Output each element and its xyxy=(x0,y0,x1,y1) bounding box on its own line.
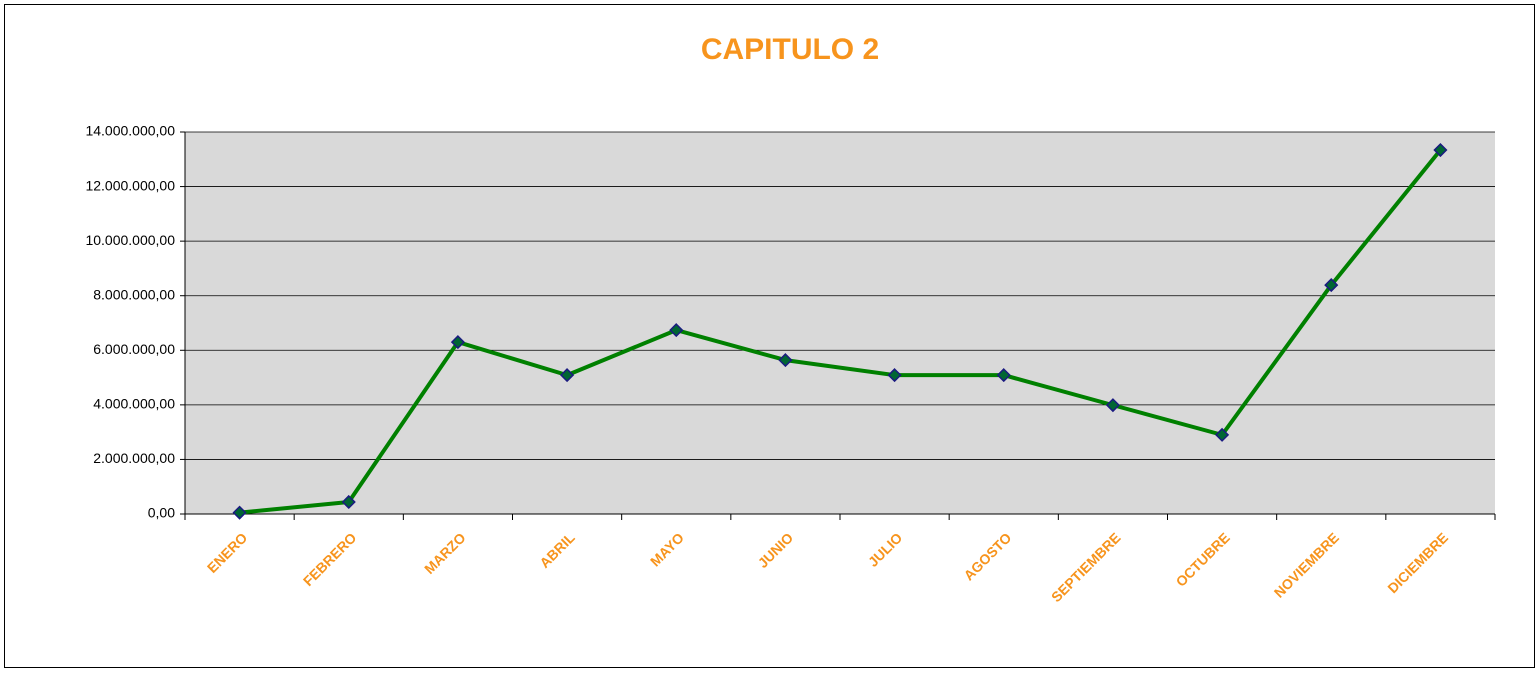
y-tick-label: 4.000.000,00 xyxy=(93,396,175,412)
marker xyxy=(560,368,575,383)
y-tick-label: 8.000.000,00 xyxy=(93,286,175,302)
marker xyxy=(669,323,684,338)
marker xyxy=(1433,142,1448,158)
marker xyxy=(996,368,1011,383)
plot-area xyxy=(185,132,1495,514)
y-tick-label: 6.000.000,00 xyxy=(93,341,175,357)
marker xyxy=(1215,427,1230,442)
chart-title: CAPITULO 2 xyxy=(701,33,879,66)
y-tick-label: 2.000.000,00 xyxy=(93,450,175,466)
marker xyxy=(232,505,247,520)
y-tick-label: 14.000.000,00 xyxy=(85,123,175,139)
marker xyxy=(1324,278,1339,293)
y-tick-label: 0,00 xyxy=(148,505,175,521)
marker xyxy=(887,368,902,383)
marker xyxy=(450,335,465,350)
y-tick-label: 10.000.000,00 xyxy=(85,232,175,248)
line xyxy=(239,148,1442,515)
marker xyxy=(1105,398,1120,413)
marker xyxy=(778,353,793,368)
y-tick-label: 12.000.000,00 xyxy=(85,177,175,193)
marker xyxy=(341,494,356,510)
